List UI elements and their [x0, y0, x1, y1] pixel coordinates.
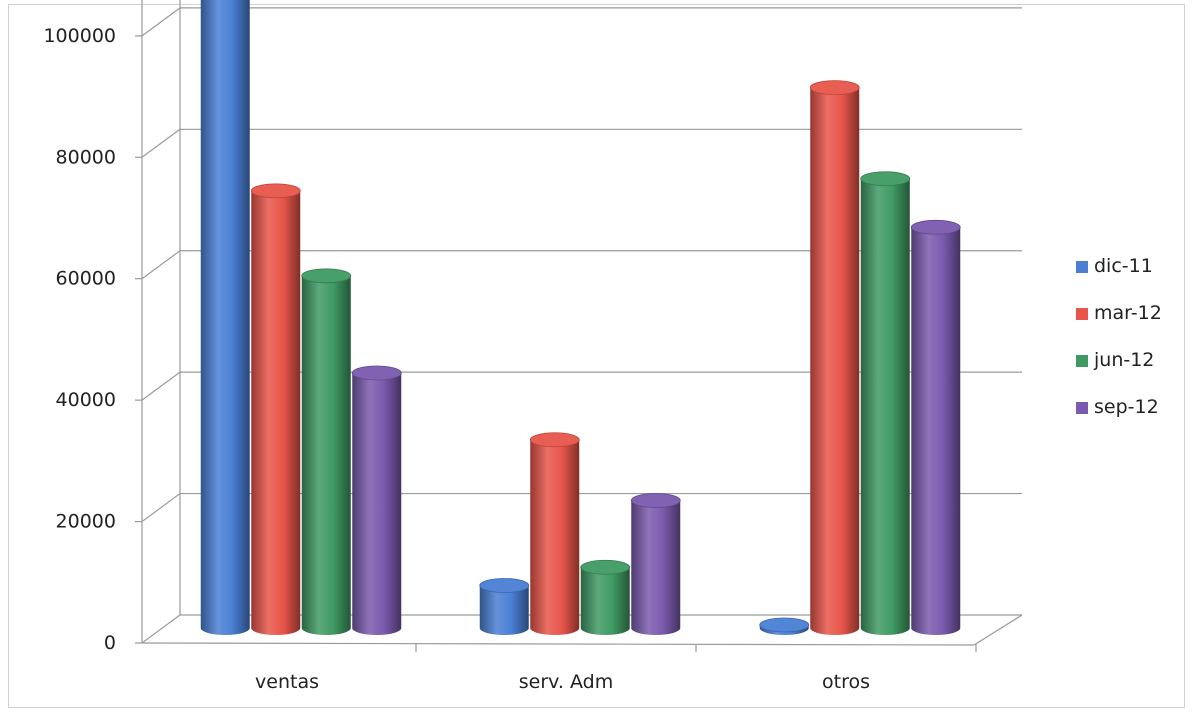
bar-top [759, 617, 810, 633]
bar-jun-12-otros [860, 171, 911, 635]
bar-body [631, 500, 681, 635]
bar-top [529, 432, 580, 448]
y-tick-label: 80000 [56, 146, 116, 168]
y-tick-label: 100000 [43, 25, 116, 47]
bar-dic-11-otros [759, 617, 810, 635]
legend-label: jun-12 [1093, 349, 1154, 371]
x-axis-line [141, 642, 975, 646]
x-tick-label: ventas [255, 671, 319, 693]
y-tick-label: 0 [104, 632, 116, 654]
bar-mar-12-ventas [250, 183, 301, 636]
bar-jun-12-serv. Adm [580, 559, 631, 635]
y-tick-label: 60000 [56, 268, 116, 290]
bar-top [910, 219, 961, 235]
bar-body [251, 190, 301, 636]
bar-mar-12-serv. Adm [529, 432, 580, 635]
bar-top [860, 171, 911, 187]
bar-dic-11-ventas [200, 0, 250, 635]
bar-body [352, 373, 402, 635]
legend-label: mar-12 [1094, 302, 1162, 324]
legend-swatch [1076, 355, 1088, 367]
x-axis-ticks: ventas serv. Adm otros [255, 671, 870, 693]
bar-body [860, 178, 910, 635]
bar-top [809, 80, 860, 96]
gridline-side [141, 128, 181, 158]
bar-mar-12-otros [809, 80, 860, 636]
legend: dic-11 mar-12 jun-12 sep-12 [1076, 255, 1162, 418]
bar-body [200, 0, 250, 635]
bar-top [580, 559, 631, 575]
legend-swatch [1076, 402, 1088, 414]
gridline-side [141, 493, 181, 523]
floor-edge [973, 614, 1023, 646]
bar-top [351, 365, 402, 381]
bar-body [479, 585, 529, 635]
gridline-side [141, 371, 181, 401]
bar-dic-11-serv. Adm [479, 578, 530, 635]
bar-body [580, 567, 630, 635]
x-tick-label: otros [822, 671, 870, 693]
x-tick-label: serv. Adm [519, 671, 613, 693]
legend-swatch [1076, 308, 1088, 320]
bar-body [301, 275, 351, 635]
gridline-side [141, 250, 181, 280]
bar-sep-12-otros [910, 219, 961, 635]
bar-top [630, 493, 681, 508]
bar-body [530, 439, 580, 635]
gridline-side [141, 614, 181, 644]
bar-sep-12-serv. Adm [630, 493, 681, 635]
bar-top [301, 268, 352, 284]
legend-label: dic-11 [1094, 255, 1153, 277]
bar-sep-12-ventas [351, 365, 402, 635]
bar-jun-12-ventas [301, 268, 352, 635]
legend-label: sep-12 [1094, 396, 1159, 418]
bar-top [250, 183, 301, 199]
bar-body [911, 227, 961, 635]
bar-body [810, 87, 860, 636]
bar-top [479, 578, 530, 593]
y-tick-label: 40000 [56, 389, 116, 411]
gridline-side [141, 7, 181, 37]
legend-swatch [1076, 261, 1088, 273]
y-tick-label: 20000 [56, 511, 116, 533]
y-axis-ticks: 020000400006000080000100000120000140000 [43, 25, 116, 654]
bars [200, 0, 961, 636]
